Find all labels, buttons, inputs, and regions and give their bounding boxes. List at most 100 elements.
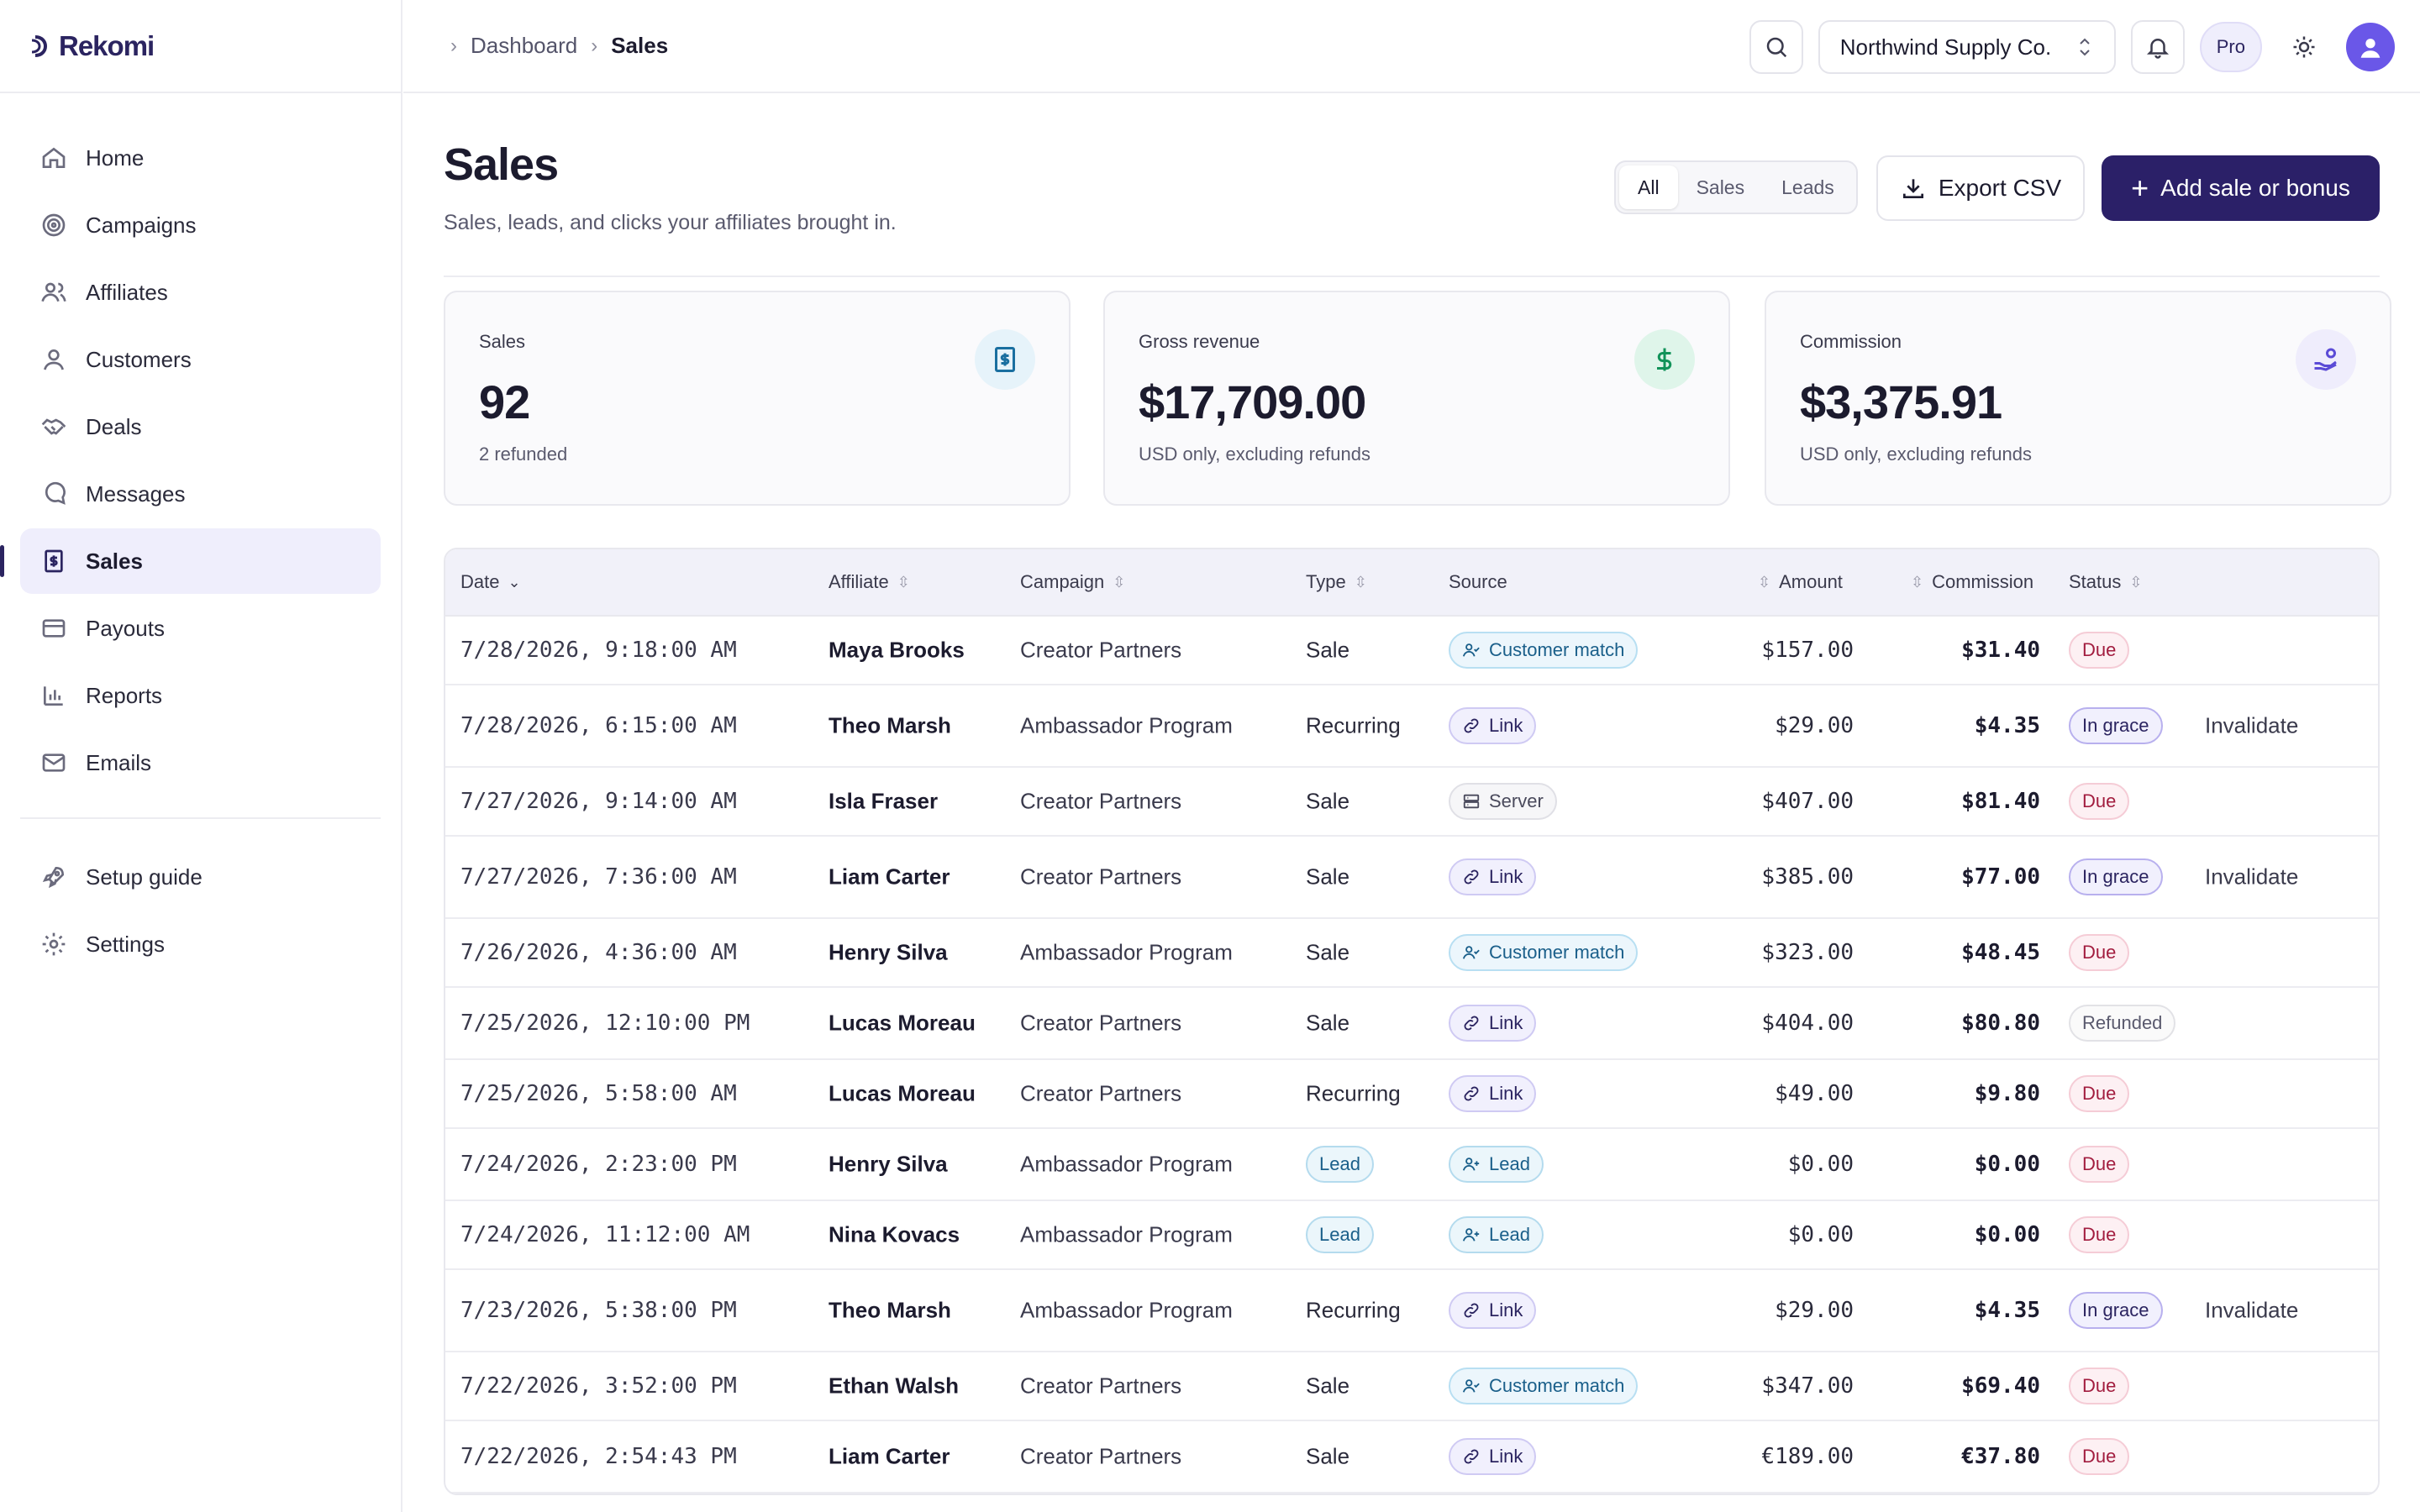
row-affiliate[interactable]: Lucas Moreau [829,1080,976,1106]
org-name: Northwind Supply Co. [1839,34,2052,60]
table-row[interactable]: 7/28/2026, 9:18:00 AM Maya Brooks Creator … [445,617,2378,685]
row-amount: $323.00 [1761,940,1854,965]
link-icon [1464,1449,1479,1464]
sidebar-item-label: Messages [86,480,186,507]
sidebar-item-affiliates[interactable]: Affiliates [20,260,381,325]
table-row[interactable]: 7/26/2026, 4:36:00 AM Henry Silva Ambassad… [445,919,2378,988]
theme-toggle[interactable] [2277,20,2331,74]
org-switcher[interactable]: Northwind Supply Co. [1818,20,2116,74]
row-amount: $0.00 [1787,1152,1854,1177]
table-row[interactable]: 7/27/2026, 7:36:00 AM Liam Carter Creator … [445,837,2378,919]
row-affiliate[interactable]: Nina Kovacs [829,1221,960,1247]
row-status: Due [2069,1075,2130,1112]
invalidate-button[interactable]: Invalidate [2205,1297,2299,1323]
source-badge: Customer match [1449,632,1639,669]
row-affiliate[interactable]: Ethan Walsh [829,1373,960,1399]
col-affiliate[interactable]: Affiliate ⇳ [829,571,910,593]
row-affiliate[interactable]: Liam Carter [829,1443,950,1469]
brand[interactable]: Rekomi [0,0,401,93]
search-button[interactable] [1749,20,1803,74]
add-label: Add sale or bonus [2160,175,2350,201]
table-row[interactable]: 7/23/2026, 5:38:00 PM Theo Marsh Ambassado… [445,1270,2378,1352]
sidebar-item-home[interactable]: Home [20,125,381,191]
row-status: In grace [2069,858,2163,895]
sidebar-item-reports[interactable]: Reports [20,663,381,728]
sidebar-item-messages[interactable]: Messages [20,461,381,527]
breadcrumb-current: Sales [611,33,669,58]
source-label: Link [1489,866,1523,887]
col-commission[interactable]: ⇳ Commission [1911,571,2033,593]
stat-icon-wrap [2296,329,2356,390]
row-date: 7/24/2026, 11:12:00 AM [460,1222,750,1247]
table-row[interactable]: 7/22/2026, 3:52:00 PM Ethan Walsh Creator … [445,1352,2378,1421]
sidebar-item-payouts[interactable]: Payouts [20,596,381,661]
table-row[interactable]: 7/22/2026, 2:54:43 PM Liam Carter Creator … [445,1421,2378,1494]
breadcrumb-parent[interactable]: Dashboard [471,33,578,58]
notifications-button[interactable] [2130,20,2185,74]
customer-match-icon [1462,643,1480,657]
stat-note: 2 refunded [479,444,568,465]
active-indicator [0,545,4,577]
sort-icon: ⇳ [1911,573,1924,591]
card-icon [42,619,66,638]
row-affiliate[interactable]: Maya Brooks [829,637,965,663]
table-row[interactable]: 7/25/2026, 12:10:00 PM Lucas Moreau Creato… [445,988,2378,1060]
row-commission: $0.00 [1974,1152,2040,1177]
row-affiliate[interactable]: Henry Silva [829,939,948,965]
status-badge: Due [2069,783,2130,820]
status-badge: Due [2069,1438,2130,1475]
row-affiliate[interactable]: Liam Carter [829,864,950,890]
source-label: Customer match [1489,639,1625,660]
invalidate-button[interactable]: Invalidate [2205,712,2299,738]
sidebar-item-deals[interactable]: Deals [20,394,381,459]
export-csv-button[interactable]: Export CSV [1876,155,2085,221]
sidebar-item-customers[interactable]: Customers [20,327,381,392]
bell-icon [2146,39,2169,59]
filter-all[interactable]: All [1619,165,1678,209]
table-row[interactable]: 7/28/2026, 6:15:00 AM Theo Marsh Ambassado… [445,685,2378,768]
row-amount: $407.00 [1761,789,1854,814]
row-date: 7/28/2026, 6:15:00 AM [460,713,737,738]
plan-badge[interactable]: Pro [2199,22,2262,72]
filter-sales[interactable]: Sales [1696,176,1745,198]
table-row[interactable]: 7/27/2026, 9:14:00 AM Isla Fraser Creator … [445,768,2378,837]
row-affiliate[interactable]: Theo Marsh [829,1297,951,1323]
sidebar-item-settings[interactable]: Settings [20,911,381,977]
row-source: Server [1449,783,1557,820]
table-row[interactable]: 7/24/2026, 2:23:00 PM Henry Silva Ambassad… [445,1129,2378,1201]
chart-icon [44,686,63,706]
sidebar-item-label: Sales [86,548,143,574]
row-affiliate[interactable]: Isla Fraser [829,788,939,814]
row-affiliate[interactable]: Lucas Moreau [829,1010,976,1036]
row-affiliate[interactable]: Theo Marsh [829,712,951,738]
table-row[interactable]: 7/24/2026, 11:12:00 AM Nina Kovacs Ambassa… [445,1201,2378,1270]
status-badge: Due [2069,1368,2130,1404]
sort-icon: ⇳ [1354,573,1367,591]
stat-value: $17,709.00 [1139,375,1366,428]
add-sale-button[interactable]: + Add sale or bonus [2102,155,2380,221]
sidebar-item-emails[interactable]: Emails [20,730,381,795]
row-campaign: Creator Partners [1020,864,1182,890]
sidebar-item-setup-guide[interactable]: Setup guide [20,844,381,910]
col-date[interactable]: Date ⌄ [460,571,521,593]
sidebar: Rekomi Home Campaigns Affiliates Customers D… [0,0,402,1512]
sidebar-item-campaigns[interactable]: Campaigns [20,192,381,258]
col-campaign[interactable]: Campaign ⇳ [1020,571,1125,593]
chevron-right-icon: › [450,34,457,57]
table-row[interactable]: 7/25/2026, 5:58:00 AM Lucas Moreau Creator… [445,1060,2378,1129]
table-body: 7/28/2026, 9:18:00 AM Maya Brooks Creator … [445,617,2378,1494]
row-affiliate[interactable]: Henry Silva [829,1151,948,1177]
col-type[interactable]: Type ⇳ [1306,571,1367,593]
type-text: Sale [1306,788,1350,814]
status-badge: Due [2069,632,2130,669]
sidebar-item-sales[interactable]: Sales [0,528,381,594]
source-badge: Customer match [1449,1368,1639,1404]
invalidate-button[interactable]: Invalidate [2205,864,2299,890]
status-badge: Due [2069,1216,2130,1253]
col-amount[interactable]: ⇳ Amount [1758,571,1843,593]
filter-leads[interactable]: Leads [1781,176,1834,198]
avatar[interactable] [2346,23,2395,71]
col-status[interactable]: Status ⇳ [2069,571,2142,593]
row-commission: €37.80 [1961,1444,2040,1469]
type-text: Recurring [1306,712,1401,738]
